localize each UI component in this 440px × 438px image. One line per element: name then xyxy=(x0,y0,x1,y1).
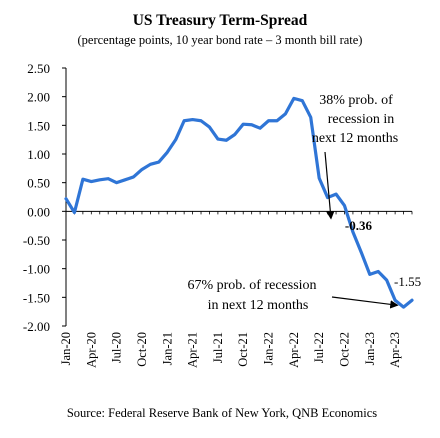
series-line-term-spread xyxy=(66,98,412,307)
source-note: Source: Federal Reserve Bank of New York… xyxy=(67,406,377,420)
x-tick-label: Jul-21 xyxy=(211,332,225,363)
y-tick-label: 1.50 xyxy=(27,118,50,133)
x-tick-label: Apr-20 xyxy=(84,332,98,368)
y-tick-label: 2.00 xyxy=(27,90,50,105)
annotation-2-text: 67% prob. of recession xyxy=(187,278,316,293)
x-tick-label: Oct-20 xyxy=(135,332,149,367)
chart-subtitle: (percentage points, 10 year bond rate – … xyxy=(78,33,363,47)
y-tick-label: 2.50 xyxy=(27,61,50,76)
x-tick-label: Apr-22 xyxy=(287,332,301,368)
x-tick-label: Jan-20 xyxy=(59,332,73,365)
annotation-1-text: 38% prob. of xyxy=(319,93,393,108)
x-tick-label: Jan-22 xyxy=(262,332,276,365)
y-tick-label: -1.50 xyxy=(23,290,50,305)
x-tick-label: Apr-23 xyxy=(388,332,402,368)
y-tick-label: 1.00 xyxy=(27,147,50,162)
annotation-2-value: -1.55 xyxy=(394,274,421,289)
x-tick-label: Jan-23 xyxy=(363,332,377,365)
x-tick-label: Apr-21 xyxy=(186,332,200,368)
y-tick-label: -2.00 xyxy=(23,319,50,334)
annotation-2-text: in next 12 months xyxy=(208,298,309,313)
annotation-1-value: -0.36 xyxy=(345,218,373,233)
annotation-1-arrow xyxy=(325,152,331,218)
y-tick-label: -1.00 xyxy=(23,262,50,277)
annotation-2-arrow xyxy=(332,297,397,305)
x-tick-label: Jan-21 xyxy=(160,332,174,365)
y-tick-label: 0.50 xyxy=(27,176,50,191)
annotation-1-text: recession in xyxy=(328,112,394,127)
y-axis: 2.50 2.00 1.50 1.00 0.50 0.00 -0.50 -1.00 -1.50 -… xyxy=(23,61,66,334)
chart-title: US Treasury Term-Spread xyxy=(133,12,308,29)
x-tick-label: Jul-22 xyxy=(312,332,326,363)
x-tick-label: Jul-20 xyxy=(110,332,124,363)
series-layer xyxy=(66,98,412,307)
x-tick-label: Oct-22 xyxy=(337,332,351,367)
y-tick-label: 0.00 xyxy=(27,204,50,219)
x-tick-label: Oct-21 xyxy=(236,332,250,367)
y-tick-label: -0.50 xyxy=(23,233,50,248)
annotation-1-text: next 12 months xyxy=(312,131,398,146)
